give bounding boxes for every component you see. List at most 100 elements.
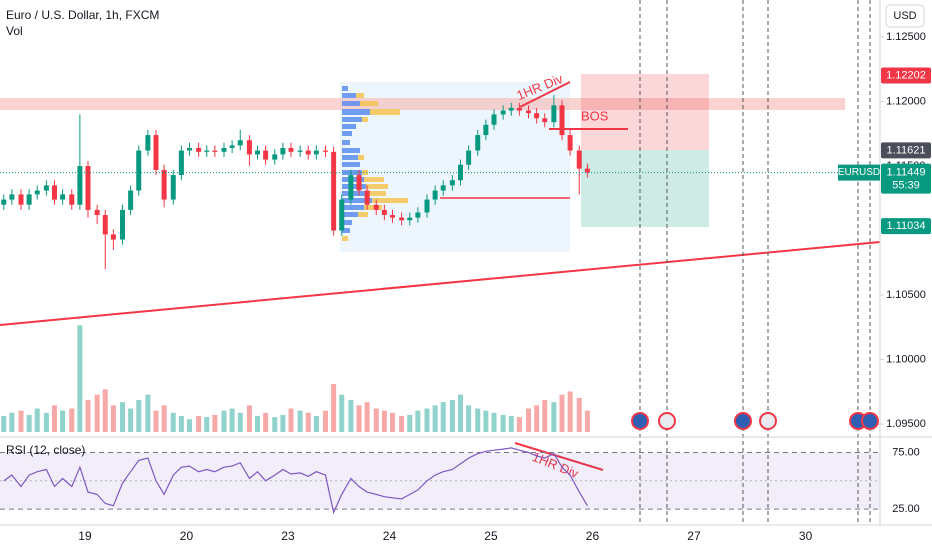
candle-body: [212, 150, 218, 152]
candle-body: [161, 169, 167, 200]
countdown: 55:39: [892, 180, 920, 192]
volume-bar: [576, 397, 582, 432]
candle-body: [280, 147, 286, 155]
currency[interactable]: USD: [893, 10, 916, 22]
candle-body: [110, 234, 116, 240]
candle-body: [339, 199, 345, 231]
rsi-line: [3, 447, 588, 515]
candle-body: [128, 190, 134, 210]
candle-body: [153, 135, 159, 170]
volume-bar: [255, 416, 261, 432]
candle-body: [237, 140, 243, 146]
volume-bar: [584, 410, 590, 432]
symbol-label: EURUSD: [838, 167, 880, 178]
event-icons[interactable]: [631, 412, 879, 430]
candle-body: [483, 124, 489, 136]
currency-button[interactable]: [885, 4, 925, 28]
volume-bar: [567, 391, 573, 432]
candle-body: [373, 204, 379, 210]
candle-body: [424, 199, 430, 213]
candle-body: [500, 110, 506, 115]
x-tick-label: 30: [799, 529, 813, 543]
y-tick-label: 1.12000: [886, 95, 926, 107]
volume-bar: [43, 412, 49, 432]
price-badge: [881, 163, 931, 194]
x-tick-label: 27: [687, 529, 701, 543]
candle-body: [1, 199, 7, 205]
candle-body: [458, 164, 464, 181]
price-badge: [881, 218, 931, 235]
volume-bar: [331, 384, 337, 432]
volume-bar: [102, 389, 108, 432]
candle-body: [440, 185, 446, 191]
candle-body: [534, 113, 540, 119]
candle-body: [508, 107, 514, 111]
volume-bar: [432, 405, 438, 432]
volume-bar: [551, 402, 557, 432]
annotation: BOS: [581, 108, 609, 123]
price-badge-label: 1.11621: [887, 144, 926, 156]
price-badge-label: 1.11034: [887, 220, 926, 232]
volume-bar: [196, 416, 202, 432]
volume-bar: [120, 402, 126, 432]
volume-bar: [449, 400, 455, 432]
candle-body: [221, 147, 227, 152]
candle-body: [323, 150, 329, 152]
volume-bar: [52, 405, 58, 432]
candle-body: [85, 166, 91, 210]
y-tick-label: 1.10500: [886, 289, 926, 301]
volume-bar: [297, 410, 303, 432]
candle-body: [94, 209, 100, 216]
volume-bar: [237, 412, 243, 432]
candle-body: [449, 180, 455, 186]
volume-bar: [491, 412, 497, 432]
candle-body: [288, 147, 294, 152]
rsi-divergence-line: [514, 442, 604, 471]
candle-body: [18, 194, 24, 205]
divergence-line: [519, 81, 571, 108]
volume-bar: [26, 414, 32, 432]
candle-body: [263, 150, 269, 160]
volume-bar: [280, 414, 286, 432]
candle-body: [60, 194, 66, 200]
volume-bar: [145, 394, 151, 432]
candle-body: [170, 175, 176, 200]
volume-profile: [342, 86, 408, 241]
candle-body: [246, 140, 252, 155]
volume-bar: [136, 400, 142, 432]
volume-bar: [516, 417, 522, 432]
volume-bar: [229, 408, 235, 432]
candle-body: [145, 135, 151, 151]
trendline: [0, 241, 881, 326]
candle-body: [567, 135, 573, 151]
volume-bar: [458, 394, 464, 432]
volume-bar: [170, 412, 176, 432]
volume-bar: [178, 416, 184, 432]
price-badge: [881, 142, 931, 159]
candle-body: [102, 215, 108, 235]
volume-bar: [60, 410, 66, 432]
volume-bar: [407, 414, 413, 432]
volume-bar: [186, 419, 192, 432]
y-tick-label: 1.09500: [886, 418, 926, 430]
x-tick-label: 23: [281, 529, 295, 543]
volume-bar: [356, 405, 362, 432]
target-zone: [581, 150, 709, 227]
candle-body: [331, 151, 337, 231]
volume-bar: [77, 325, 83, 432]
candle-body: [526, 110, 532, 114]
y-tick-label: 1.12500: [886, 31, 926, 43]
candle-body: [389, 215, 395, 218]
candle-body: [381, 209, 387, 216]
candle-body: [52, 185, 58, 200]
volume-bar: [18, 410, 24, 432]
candle-body: [576, 150, 582, 169]
chart-title: Euro / U.S. Dollar, 1h, FXCM: [6, 8, 159, 22]
candle-body: [196, 147, 202, 152]
volume-bar: [389, 412, 395, 432]
x-tick-label: 19: [78, 529, 92, 543]
candle-body: [178, 150, 184, 176]
symbol-badge: [838, 164, 880, 181]
volume-bar: [559, 394, 565, 432]
candle-body: [475, 135, 481, 151]
